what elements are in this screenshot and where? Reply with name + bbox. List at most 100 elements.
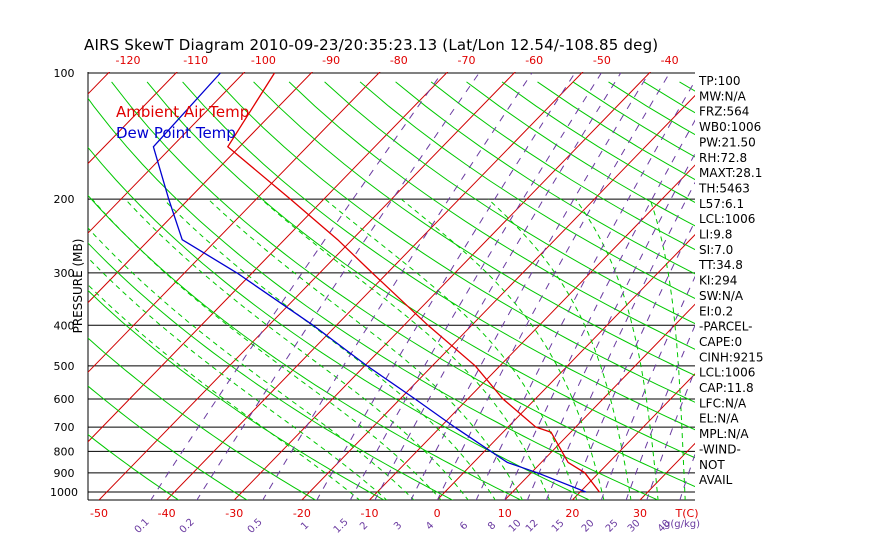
index-label: SI:7.0	[699, 243, 733, 257]
index-label: CINH:9215	[699, 350, 764, 364]
moist-adiabat-line	[574, 198, 659, 500]
index-label: CAP:11.8	[699, 381, 754, 395]
mixing-ratio-unit: g(g/kg)	[664, 519, 700, 530]
bottom-temperature-axis: -50 -40 -30 -20 -10 0 10 20 30 T(C)	[90, 507, 698, 520]
mixing-ratio-tick-label: 30	[626, 518, 643, 535]
mixing-ratio-tick-label: 6	[458, 520, 470, 532]
index-label: RH:72.8	[699, 151, 747, 165]
index-label: TP:100	[698, 74, 741, 88]
top-temp-tick-label: -70	[458, 54, 476, 67]
index-label: MAXT:28.1	[699, 166, 762, 180]
pressure-tick-label: 600	[54, 393, 75, 406]
index-label: TH:5463	[698, 181, 750, 195]
dry-adiabat-line	[643, 81, 695, 114]
index-label: WB0:1006	[699, 120, 761, 134]
index-label: SW:N/A	[699, 289, 744, 303]
mixing-ratio-tick-label: 20	[580, 518, 597, 535]
index-label: MPL:N/A	[699, 427, 749, 441]
mixing-ratio-tick-label: 25	[604, 518, 621, 535]
top-temp-tick-label: -90	[322, 54, 340, 67]
dry-adiabat-line	[88, 337, 317, 500]
index-label: EI:0.2	[699, 304, 733, 318]
dry-adiabat-line	[88, 433, 180, 500]
isotherm-line	[88, 72, 111, 95]
moist-adiabat-line	[163, 198, 496, 500]
top-temp-tick-label: -120	[116, 54, 141, 67]
dry-adiabat-line	[430, 81, 695, 251]
mixing-ratio-line	[600, 275, 695, 500]
top-temp-tick-label: -80	[390, 54, 408, 67]
isotherm-line	[88, 72, 246, 234]
mixing-ratio-tick-label: 1.5	[332, 517, 351, 536]
mixing-ratio-tick-label: 1	[299, 520, 311, 532]
bottom-temp-tick-label: 10	[498, 507, 512, 520]
bottom-temp-tick-label: -20	[293, 507, 311, 520]
dry-adiabat-line	[88, 242, 454, 500]
pressure-tick-label: 300	[54, 267, 75, 280]
mixing-ratio-line	[545, 181, 695, 500]
index-label: -PARCEL-	[699, 320, 753, 334]
top-temp-tick-label: -110	[183, 54, 208, 67]
pressure-tick-label: 1000	[50, 486, 78, 499]
mixing-ratio-tick-label: 8	[486, 520, 498, 532]
index-label: TT:34.8	[698, 258, 743, 272]
mixing-ratio-tick-label: 0.5	[246, 517, 265, 536]
bottom-temp-tick-label: 0	[434, 507, 441, 520]
mixing-ratio-line	[436, 72, 670, 500]
dry-adiabat-line	[288, 81, 695, 350]
moist-adiabat-line	[487, 198, 632, 500]
bottom-temp-tick-label: -10	[361, 507, 379, 520]
top-temp-tick-label: -60	[525, 54, 543, 67]
isotherm-line	[436, 234, 695, 500]
mixing-ratio-tick-label: 12	[524, 518, 541, 535]
isotherm-line	[843, 69, 870, 500]
top-temperature-axis: -120 -110 -100 -90 -80 -70 -60 -50 -40	[116, 54, 679, 67]
mixing-ratio-line	[262, 72, 533, 500]
mixing-ratio-tick-label: 15	[550, 518, 567, 535]
mixing-ratio-line	[625, 324, 695, 500]
isotherm-lines	[88, 69, 870, 500]
pressure-tick-label: 200	[54, 193, 75, 206]
dry-adiabat-line	[395, 81, 695, 275]
dry-adiabat-line	[324, 81, 695, 325]
dewpoint-profile-line	[152, 72, 587, 493]
mixing-ratio-line	[349, 72, 602, 500]
pressure-tick-label: 900	[54, 467, 75, 480]
mixing-ratio-line	[646, 368, 695, 500]
index-label: LCL:1006	[699, 366, 755, 380]
top-temp-tick-label: -50	[593, 54, 611, 67]
isotherm-line	[88, 72, 449, 443]
legend-entry: Ambient Air Temp	[116, 103, 249, 121]
isotherm-line	[233, 72, 652, 500]
index-label: NOT	[699, 458, 725, 472]
pressure-axis-label: PRESSURE (MB)	[71, 239, 85, 334]
dry-adiabat-line	[88, 146, 591, 500]
index-label: LCL:1006	[699, 212, 755, 226]
mixing-ratio-line	[526, 152, 695, 500]
isotherm-line	[88, 72, 381, 373]
legend-entry: Dew Point Temp	[116, 124, 236, 142]
moist-adiabat-line	[91, 198, 442, 500]
dry-adiabat-line	[88, 289, 385, 500]
mixing-ratio-line	[374, 72, 622, 500]
moist-adiabat-line	[324, 198, 578, 500]
index-label: LI:9.8	[699, 228, 732, 242]
isotherm-line	[301, 94, 695, 500]
moist-adiabat-line	[88, 284, 361, 500]
pressure-tick-label: 700	[54, 421, 75, 434]
mixing-ratio-line	[316, 72, 576, 500]
pressure-tick-label: 100	[54, 67, 75, 80]
index-label: KI:294	[699, 274, 737, 288]
bottom-temp-tick-label: 30	[633, 507, 647, 520]
mixing-ratio-axis: 0.1 0.2 0.5 1 1.5 2 3 4 6 8 10 12 15 20 25 30 40g(g/kg)	[133, 517, 700, 536]
pressure-tick-label: 500	[54, 360, 75, 373]
moist-adiabat-line	[207, 198, 524, 500]
mixing-ratio-line	[475, 79, 695, 500]
isotherm-line	[88, 72, 178, 165]
mixing-ratio-line	[410, 72, 650, 500]
dry-adiabat-line	[146, 81, 695, 459]
moist-adiabat-line	[260, 198, 551, 500]
temperature-profile-line	[226, 72, 600, 493]
pressure-tick-label: 400	[54, 319, 75, 332]
